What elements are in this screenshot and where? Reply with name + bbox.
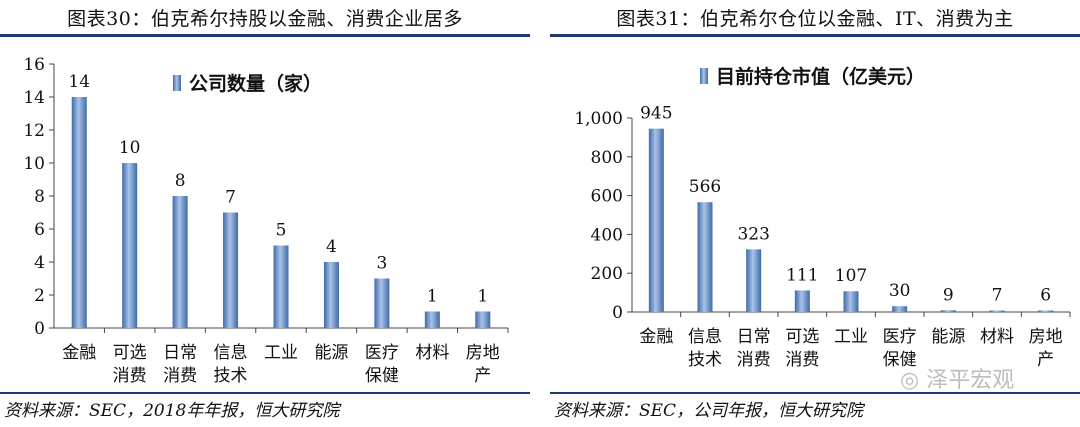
bar-chart-company-count: 0 2 4 6 8 10 12 14 16 14 金融 10 可选消费 8 日常消费 7 信息技术 5 工业 4 能源 3… (23, 55, 509, 386)
figure-title-left: 图表30：伯克希尔持股以金融、消费企业居多 (67, 8, 463, 30)
x-tick-label: 医疗保健 (883, 327, 917, 370)
wechat-icon: ◎ (900, 368, 920, 393)
y-tick-label: 400 (591, 225, 623, 245)
bar (71, 97, 87, 328)
x-tick-label: 日常消费 (737, 327, 771, 370)
legend-label: 目前持仓市值（亿美元） (716, 65, 925, 88)
data-label: 7 (225, 188, 236, 208)
x-tick-label: 信息技术 (214, 343, 248, 386)
data-label: 323 (737, 224, 769, 244)
x-tick-label: 医疗保健 (365, 343, 399, 386)
x-tick-label: 金融 (639, 327, 673, 347)
data-label: 14 (68, 72, 90, 92)
data-label: 945 (640, 104, 672, 124)
bar (223, 212, 239, 328)
y-tick-label: 200 (591, 264, 623, 284)
bar (273, 245, 289, 328)
bar (122, 163, 138, 328)
x-tick-label: 房地产 (1029, 327, 1063, 370)
x-tick-label: 能源 (314, 343, 348, 363)
data-label: 566 (689, 177, 721, 197)
bar (374, 278, 390, 328)
y-tick-label: 4 (34, 253, 45, 273)
legend-label: 公司数量（家） (189, 72, 322, 95)
y-tick-label: 8 (34, 187, 45, 207)
bar (746, 249, 762, 312)
data-label: 5 (276, 221, 287, 241)
x-tick-label: 可选消费 (785, 327, 819, 370)
data-label: 107 (835, 266, 867, 286)
data-label: 1 (477, 287, 488, 307)
source-rule-right (550, 392, 1080, 394)
y-tick-label: 10 (23, 154, 45, 174)
chart-panel-right: 图表31：伯克希尔仓位以金融、IT、消费为主 0 200 400 600 800 1,00… (550, 0, 1080, 427)
bar (989, 310, 1005, 312)
data-label: 7 (992, 286, 1003, 306)
watermark: ◎ 泽平宏观 (900, 362, 1014, 394)
data-label: 8 (175, 171, 186, 191)
bar (1038, 310, 1054, 312)
bar (843, 291, 859, 312)
legend: 目前持仓市值（亿美元） (700, 65, 925, 88)
bar-chart-market-value: 0 200 400 600 800 1,000 945 金融 566 信息技术 323 日常消费 111… (574, 65, 1071, 370)
title-rule-right (550, 34, 1080, 37)
bar (794, 290, 810, 312)
legend: 公司数量（家） (173, 72, 322, 95)
y-tick-label: 0 (34, 319, 45, 339)
data-label: 9 (943, 285, 954, 305)
y-tick-label: 800 (591, 148, 623, 168)
y-tick-label: 2 (34, 286, 45, 306)
source-note-left: 资料来源：SEC，2018年年报，恒大研究院 (4, 401, 340, 421)
data-label: 6 (1040, 286, 1051, 306)
source-rule-left (0, 392, 530, 394)
y-tick-label: 16 (23, 55, 45, 75)
source-note-right: 资料来源：SEC，公司年报，恒大研究院 (554, 401, 864, 421)
data-label: 4 (326, 237, 337, 257)
bar (892, 306, 908, 312)
y-tick-label: 0 (612, 303, 623, 323)
bar (424, 311, 440, 328)
x-tick-label: 能源 (931, 327, 965, 347)
bar (323, 262, 339, 328)
data-label: 3 (376, 254, 387, 274)
x-tick-label: 可选消费 (113, 343, 147, 386)
x-tick-label: 工业 (264, 343, 298, 363)
legend-swatch (700, 68, 708, 84)
bar (940, 310, 956, 312)
x-tick-label: 材料 (980, 327, 1014, 347)
bar (475, 311, 491, 328)
x-tick-label: 日常消费 (163, 343, 197, 386)
data-label: 111 (786, 265, 818, 285)
watermark-text: 泽平宏观 (926, 368, 1015, 393)
figure-title-right: 图表31：伯克希尔仓位以金融、IT、消费为主 (616, 8, 1014, 30)
x-tick-label: 信息技术 (688, 327, 722, 370)
title-rule-left (0, 34, 530, 37)
x-tick-label: 材料 (415, 343, 449, 363)
data-label: 10 (119, 138, 141, 158)
y-tick-label: 600 (591, 187, 623, 207)
bar (697, 202, 713, 312)
x-tick-label: 房地产 (466, 343, 500, 386)
legend-swatch (173, 75, 181, 91)
y-tick-label: 12 (23, 121, 45, 141)
bar (172, 196, 188, 328)
y-tick-label: 6 (34, 220, 45, 240)
bar (648, 128, 664, 312)
x-tick-label: 工业 (834, 327, 868, 347)
data-label: 30 (889, 281, 911, 301)
y-tick-label: 1,000 (574, 109, 623, 129)
chart-panel-left: 图表30：伯克希尔持股以金融、消费企业居多 0 2 4 6 8 10 12 14 16 14 金融 1… (0, 0, 530, 427)
y-tick-label: 14 (23, 88, 45, 108)
x-tick-label: 金融 (62, 343, 96, 363)
data-label: 1 (427, 287, 438, 307)
